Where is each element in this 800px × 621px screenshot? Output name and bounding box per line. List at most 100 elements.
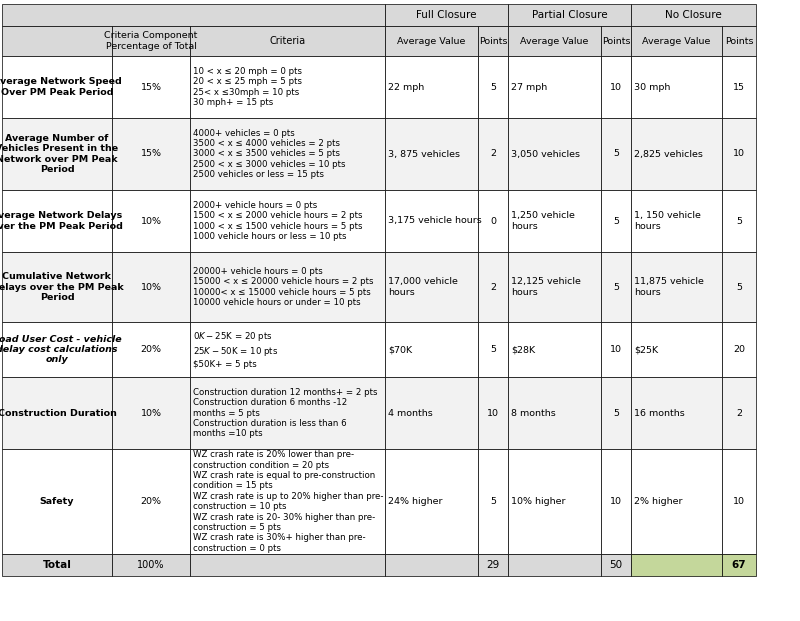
Text: No Closure: No Closure	[665, 10, 722, 20]
Text: 27 mph: 27 mph	[511, 83, 547, 91]
Text: 10: 10	[610, 345, 622, 354]
Bar	[190, 118, 385, 190]
Bar	[112, 118, 190, 190]
Bar	[601, 190, 631, 252]
Bar	[478, 554, 508, 576]
Text: Total: Total	[42, 560, 71, 570]
Text: 2000+ vehicle hours = 0 pts
1500 < x ≤ 2000 vehicle hours = 2 pts
1000 < x ≤ 150: 2000+ vehicle hours = 0 pts 1500 < x ≤ 2…	[193, 201, 362, 241]
Bar	[478, 56, 508, 118]
Text: 3,050 vehicles: 3,050 vehicles	[511, 150, 580, 158]
Text: Average Network Speed
Over PM Peak Period: Average Network Speed Over PM Peak Perio…	[0, 77, 122, 97]
Bar	[385, 377, 478, 449]
Bar	[112, 449, 190, 554]
Bar	[631, 377, 722, 449]
Bar	[508, 322, 601, 377]
Text: 29: 29	[486, 560, 500, 570]
Bar	[601, 449, 631, 554]
Bar	[508, 377, 601, 449]
Bar	[478, 118, 508, 190]
Bar	[190, 554, 385, 576]
Bar	[478, 449, 508, 554]
Bar	[190, 56, 385, 118]
Text: Average Value: Average Value	[398, 37, 466, 45]
Text: $70K: $70K	[388, 345, 412, 354]
Bar	[385, 449, 478, 554]
Text: 67: 67	[732, 560, 746, 570]
Bar	[508, 4, 631, 26]
Text: Criteria: Criteria	[270, 36, 306, 46]
Bar	[508, 554, 601, 576]
Text: 1,250 vehicle
hours: 1,250 vehicle hours	[511, 211, 575, 230]
Text: 5: 5	[490, 497, 496, 506]
Bar	[601, 118, 631, 190]
Text: 20: 20	[733, 345, 745, 354]
Bar	[631, 56, 722, 118]
Text: 10%: 10%	[141, 409, 162, 417]
Bar	[722, 26, 756, 56]
Text: 10: 10	[610, 497, 622, 506]
Bar	[385, 26, 478, 56]
Text: 1, 150 vehicle
hours: 1, 150 vehicle hours	[634, 211, 701, 230]
Bar	[722, 190, 756, 252]
Text: 22 mph: 22 mph	[388, 83, 424, 91]
Bar	[631, 252, 722, 322]
Text: 17,000 vehicle
hours: 17,000 vehicle hours	[388, 278, 458, 297]
Text: Average Value: Average Value	[642, 37, 710, 45]
Text: 10%: 10%	[141, 283, 162, 291]
Bar	[478, 190, 508, 252]
Bar	[190, 377, 385, 449]
Text: $28K: $28K	[511, 345, 535, 354]
Bar	[722, 56, 756, 118]
Bar	[2, 118, 112, 190]
Text: 10: 10	[733, 497, 745, 506]
Bar	[722, 118, 756, 190]
Bar	[385, 252, 478, 322]
Text: 11,875 vehicle
hours: 11,875 vehicle hours	[634, 278, 704, 297]
Bar	[2, 190, 112, 252]
Text: 30 mph: 30 mph	[634, 83, 670, 91]
Bar	[112, 377, 190, 449]
Text: 2% higher: 2% higher	[634, 497, 682, 506]
Bar	[2, 377, 112, 449]
Bar	[478, 26, 508, 56]
Bar	[385, 554, 478, 576]
Text: 15: 15	[733, 83, 745, 91]
Bar	[722, 252, 756, 322]
Bar	[631, 118, 722, 190]
Text: 5: 5	[490, 83, 496, 91]
Text: 5: 5	[613, 409, 619, 417]
Text: Average Number of
Vehicles Present in the
Network over PM Peak
Period: Average Number of Vehicles Present in th…	[0, 134, 118, 174]
Bar	[2, 4, 385, 26]
Bar	[478, 322, 508, 377]
Text: Points: Points	[478, 37, 507, 45]
Bar	[508, 252, 601, 322]
Text: $25K: $25K	[634, 345, 658, 354]
Bar	[601, 377, 631, 449]
Bar	[631, 322, 722, 377]
Bar	[190, 449, 385, 554]
Bar	[385, 118, 478, 190]
Text: 10: 10	[610, 83, 622, 91]
Text: 4000+ vehicles = 0 pts
3500 < x ≤ 4000 vehicles = 2 pts
3000 < x ≤ 3500 vehicles: 4000+ vehicles = 0 pts 3500 < x ≤ 4000 v…	[193, 129, 346, 179]
Text: 5: 5	[613, 217, 619, 225]
Bar	[385, 322, 478, 377]
Bar	[722, 554, 756, 576]
Bar	[385, 56, 478, 118]
Text: 15%: 15%	[141, 83, 162, 91]
Text: 3,175 vehicle hours: 3,175 vehicle hours	[388, 217, 482, 225]
Text: Criteria Component
Percentage of Total: Criteria Component Percentage of Total	[104, 31, 198, 51]
Bar	[2, 449, 112, 554]
Text: 10% higher: 10% higher	[511, 497, 566, 506]
Text: 2,825 vehicles: 2,825 vehicles	[634, 150, 703, 158]
Bar	[722, 449, 756, 554]
Bar	[2, 322, 112, 377]
Bar	[508, 26, 601, 56]
Bar	[385, 190, 478, 252]
Text: 5: 5	[736, 283, 742, 291]
Text: 5: 5	[736, 217, 742, 225]
Text: 24% higher: 24% higher	[388, 497, 442, 506]
Text: 2: 2	[490, 283, 496, 291]
Bar	[190, 322, 385, 377]
Bar	[385, 4, 508, 26]
Bar	[631, 190, 722, 252]
